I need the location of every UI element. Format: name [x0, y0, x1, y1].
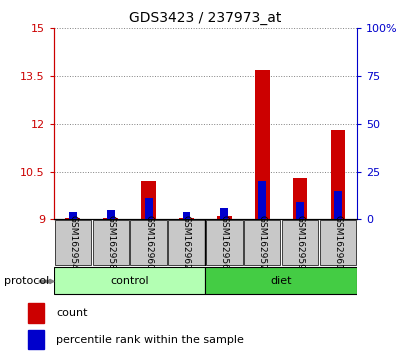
- Bar: [66, 218, 80, 219]
- Bar: [205, 267, 357, 294]
- Bar: [255, 70, 270, 219]
- Text: GSM162954: GSM162954: [68, 215, 77, 270]
- Text: GSM162961: GSM162961: [334, 215, 342, 270]
- Title: GDS3423 / 237973_at: GDS3423 / 237973_at: [129, 11, 282, 24]
- Bar: [93, 221, 129, 264]
- Text: control: control: [110, 275, 149, 286]
- Bar: [179, 218, 194, 219]
- Bar: [130, 221, 167, 264]
- Bar: [28, 303, 44, 323]
- Bar: [244, 221, 281, 264]
- Bar: [107, 210, 115, 219]
- Bar: [145, 199, 153, 219]
- Bar: [103, 218, 118, 219]
- Bar: [331, 130, 345, 219]
- Bar: [54, 267, 205, 294]
- Bar: [220, 208, 228, 219]
- Text: count: count: [56, 308, 88, 318]
- Bar: [28, 330, 44, 349]
- Text: GSM162960: GSM162960: [144, 215, 153, 270]
- Bar: [168, 221, 205, 264]
- Bar: [320, 221, 356, 264]
- Bar: [141, 181, 156, 219]
- Text: percentile rank within the sample: percentile rank within the sample: [56, 335, 244, 345]
- Text: GSM162959: GSM162959: [295, 215, 305, 270]
- Bar: [296, 202, 304, 219]
- Text: GSM162956: GSM162956: [220, 215, 229, 270]
- Text: diet: diet: [271, 275, 292, 286]
- Bar: [293, 178, 308, 219]
- Bar: [334, 191, 342, 219]
- Bar: [258, 181, 266, 219]
- Text: GSM162962: GSM162962: [182, 215, 191, 270]
- Text: protocol: protocol: [4, 276, 49, 286]
- Text: GSM162958: GSM162958: [106, 215, 115, 270]
- Bar: [55, 221, 91, 264]
- Text: GSM162957: GSM162957: [258, 215, 267, 270]
- Bar: [206, 221, 242, 264]
- Bar: [69, 212, 77, 219]
- Bar: [217, 216, 232, 219]
- Bar: [282, 221, 318, 264]
- Bar: [183, 212, 190, 219]
